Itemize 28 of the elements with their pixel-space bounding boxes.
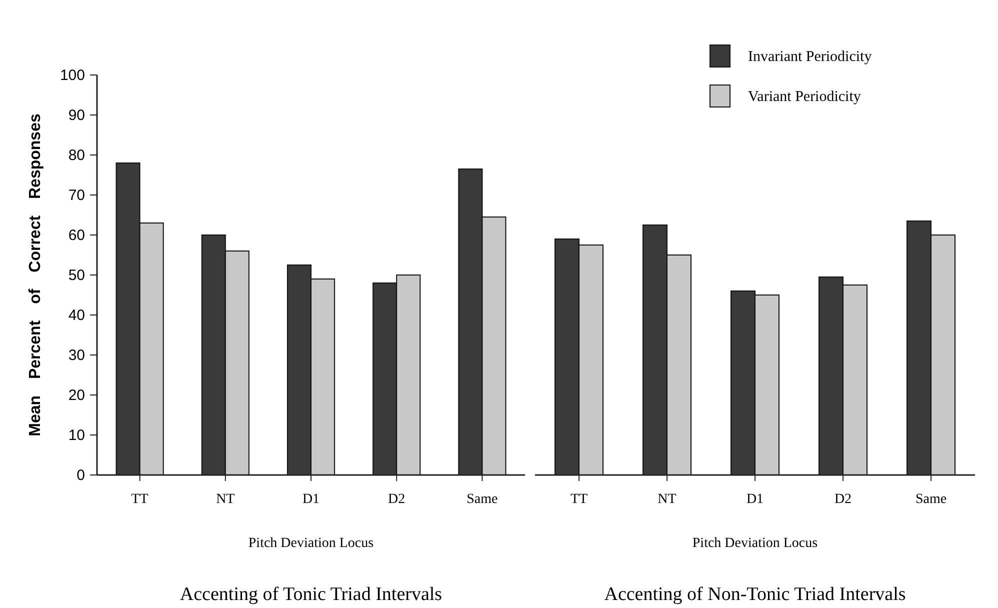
x-tick-label: TT xyxy=(570,492,588,507)
x-axis-title: Pitch Deviation Locus xyxy=(248,536,374,551)
x-tick-label: D2 xyxy=(834,492,852,507)
x-tick-label: Same xyxy=(466,492,498,507)
x-tick-label: NT xyxy=(216,492,236,507)
y-tick-label: 20 xyxy=(68,387,85,404)
legend-label: Variant Periodicity xyxy=(748,89,862,105)
y-tick-label: 40 xyxy=(68,307,85,324)
legend-label: Invariant Periodicity xyxy=(748,49,872,65)
y-tick-label: 100 xyxy=(60,67,85,84)
y-tick-label: 60 xyxy=(68,227,85,244)
x-tick-label: D2 xyxy=(388,492,406,507)
y-tick-label: 80 xyxy=(68,147,85,164)
x-tick-label: TT xyxy=(131,492,149,507)
x-axis-title: Pitch Deviation Locus xyxy=(692,536,818,551)
x-tick-label: Same xyxy=(915,492,947,507)
y-tick-label: 10 xyxy=(68,427,85,444)
y-axis-title: Mean Percent of Correct Responses xyxy=(27,114,44,436)
y-tick-label: 30 xyxy=(68,347,85,364)
x-tick-label: D1 xyxy=(746,492,764,507)
y-tick-label: 0 xyxy=(76,467,85,484)
y-tick-label: 50 xyxy=(68,267,85,284)
x-tick-label: D1 xyxy=(302,492,320,507)
y-tick-label: 90 xyxy=(68,107,85,124)
x-tick-label: NT xyxy=(658,492,677,507)
y-tick-label: 70 xyxy=(68,187,85,204)
text: Accenting of Non-Tonic Triad Intervals xyxy=(604,584,906,605)
text: Accenting of Tonic Triad Intervals xyxy=(180,584,442,605)
